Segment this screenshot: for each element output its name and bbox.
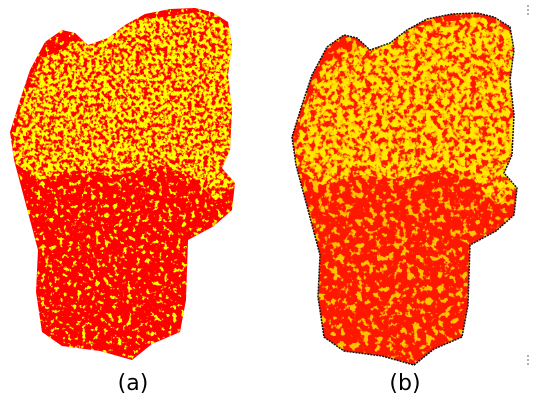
map-a <box>10 8 235 360</box>
panel-label: (a) <box>118 371 149 396</box>
map-b <box>291 12 518 366</box>
edge-dots <box>527 5 529 365</box>
panel-label: (b) <box>389 371 420 396</box>
